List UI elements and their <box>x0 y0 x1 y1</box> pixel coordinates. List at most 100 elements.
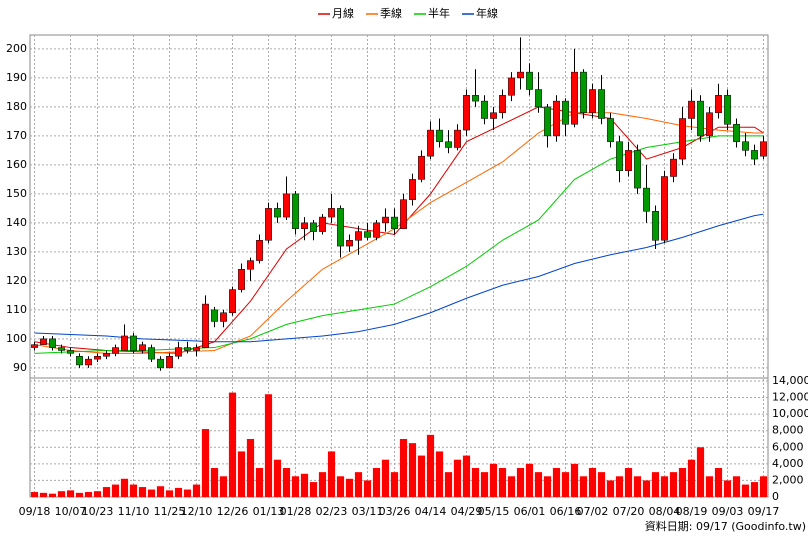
candle-body <box>562 100 569 125</box>
candle-body <box>103 353 110 357</box>
candle-body <box>193 347 200 351</box>
candle-body <box>751 150 758 160</box>
price-panel <box>29 34 769 379</box>
volume-bar <box>309 482 318 497</box>
x-tick-label: 01/13 <box>253 505 285 518</box>
y-tick-label: 200 <box>6 42 27 55</box>
candle-body <box>148 347 155 360</box>
candle-body <box>679 118 686 160</box>
volume-tick-label: 2,000 <box>772 473 804 486</box>
candle-body <box>220 312 227 322</box>
candle-body <box>211 309 218 322</box>
volume-bar <box>327 451 336 497</box>
volume-bar <box>264 394 273 497</box>
candle-body <box>364 231 371 238</box>
volume-bar <box>417 455 426 497</box>
volume-bar <box>183 489 192 497</box>
candle-body <box>481 100 488 119</box>
volume-bar <box>192 484 201 497</box>
volume-bar <box>372 467 381 497</box>
volume-bar <box>381 459 390 497</box>
volume-bar <box>363 480 372 497</box>
volume-bar <box>228 392 237 497</box>
x-tick-label: 11/10 <box>118 505 150 518</box>
x-tick-label: 10/23 <box>82 505 114 518</box>
candle-body <box>49 338 56 348</box>
volume-bar <box>282 467 291 497</box>
legend-label: 年線 <box>476 6 498 20</box>
candle-body <box>463 95 470 131</box>
candle-body <box>760 141 767 157</box>
volume-bar <box>669 472 678 497</box>
candle-body <box>409 179 416 200</box>
candle-body <box>490 112 497 119</box>
volume-bar <box>165 490 174 497</box>
volume-bar <box>57 491 66 497</box>
candle-body <box>85 358 92 366</box>
candle-body <box>310 222 317 232</box>
y-tick-label: 130 <box>6 245 27 258</box>
volume-bar <box>471 467 480 497</box>
volume-bar <box>480 472 489 497</box>
candle-body <box>472 95 479 102</box>
candle-body <box>256 240 263 261</box>
volume-bar <box>66 490 75 497</box>
volume-bar <box>426 434 435 497</box>
volume-bar <box>543 476 552 497</box>
volume-bar <box>75 492 84 497</box>
x-tick-label: 07/20 <box>613 505 645 518</box>
x-tick-label: 09/03 <box>712 505 744 518</box>
volume-bar <box>120 478 129 497</box>
candle-body <box>337 208 344 247</box>
candle-body <box>130 335 137 351</box>
legend-label: 月線 <box>332 6 354 20</box>
volume-bar <box>93 491 102 497</box>
volume-bar <box>732 476 741 497</box>
volume-bar <box>759 476 768 497</box>
volume-bar <box>246 438 255 497</box>
volume-bar <box>318 472 327 497</box>
candle-body <box>184 347 191 351</box>
volume-bar <box>678 467 687 497</box>
volume-bar <box>210 467 219 497</box>
x-tick-label: 03/26 <box>379 505 411 518</box>
candle-body <box>715 95 722 113</box>
candle-body <box>76 356 83 366</box>
x-tick-label: 08/19 <box>676 505 708 518</box>
volume-bar <box>174 487 183 497</box>
volume-bar <box>642 480 651 497</box>
legend-label: 半年 <box>428 6 450 20</box>
candle-body <box>571 71 578 125</box>
volume-bar <box>597 472 606 497</box>
volume-bar <box>336 476 345 497</box>
volume-tick-label: 8,000 <box>772 424 804 437</box>
volume-bar <box>399 438 408 497</box>
candle-body <box>517 71 524 79</box>
volume-bar <box>156 486 165 497</box>
candle-body <box>445 141 452 148</box>
candle-body <box>427 129 434 157</box>
x-tick-label: 12/26 <box>217 505 249 518</box>
y-tick-label: 140 <box>6 216 27 229</box>
volume-bar <box>534 472 543 497</box>
volume-bar <box>84 492 93 497</box>
ma-line <box>34 112 764 354</box>
volume-bar <box>111 484 120 497</box>
footer: 資料日期: 09/17 (Goodinfo.tw) <box>645 519 806 533</box>
volume-bar <box>201 429 210 497</box>
candle-body <box>391 216 398 229</box>
candle-body <box>733 124 740 142</box>
volume-bar <box>453 459 462 497</box>
volume-bar <box>273 459 282 497</box>
x-tick-label: 09/17 <box>748 505 780 518</box>
candle-body <box>607 118 614 142</box>
candle-body <box>139 344 146 351</box>
y-tick-label: 90 <box>13 361 27 374</box>
candle-body <box>274 208 281 218</box>
volume-bar <box>138 487 147 497</box>
volume-bar <box>39 492 48 497</box>
volume-bar <box>435 451 444 497</box>
candle-body <box>553 100 560 137</box>
y-tick-label: 110 <box>6 303 27 316</box>
